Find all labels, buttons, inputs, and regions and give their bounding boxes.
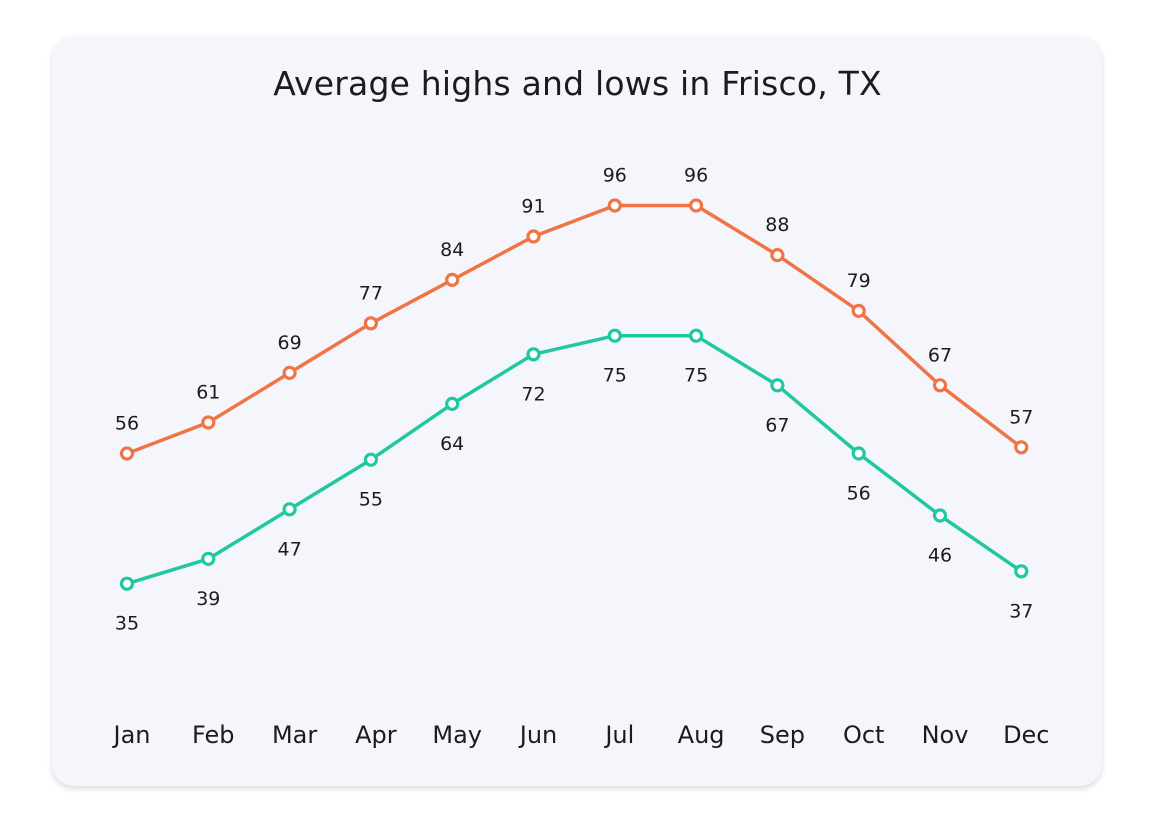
highs-point — [119, 446, 135, 461]
lows-data-label: 64 — [440, 433, 464, 455]
highs-point — [526, 229, 541, 244]
highs-point — [770, 248, 785, 263]
highs-point — [1014, 440, 1029, 455]
highs-data-label: 84 — [440, 239, 464, 261]
lows-data-label: 75 — [684, 365, 708, 387]
lows-point — [770, 378, 785, 393]
highs-data-label: 67 — [928, 344, 952, 366]
lows-point — [932, 508, 948, 523]
highs-point — [201, 415, 216, 430]
highs-series-line — [125, 203, 1024, 456]
highs-point — [851, 303, 866, 318]
lows-point — [688, 328, 704, 343]
highs-point — [932, 378, 948, 393]
lows-data-label: 37 — [1009, 600, 1033, 622]
lows-point — [607, 328, 622, 343]
highs-data-label: 96 — [684, 165, 708, 187]
highs-point — [688, 198, 704, 213]
lows-data-label: 55 — [359, 489, 383, 511]
x-tick-label: Jul — [603, 721, 634, 749]
highs-data-label: 79 — [847, 270, 871, 292]
highs-data-label: 77 — [359, 282, 383, 304]
highs-point — [363, 316, 378, 331]
x-axis: Jan Feb Mar Apr May Jun Jul Aug Sep Oct Nov Dec — [112, 721, 1050, 749]
x-tick-label: Jun — [518, 721, 558, 749]
lows-data-label: 35 — [115, 613, 139, 635]
highs-data-label: 69 — [278, 332, 302, 354]
x-tick-label: Mar — [272, 721, 317, 749]
x-tick-label: Oct — [843, 721, 885, 749]
highs-data-label: 57 — [1009, 406, 1033, 428]
lows-data-label: 56 — [847, 483, 871, 505]
chart-title: Average highs and lows in Frisco, TX — [273, 64, 882, 103]
lows-point — [363, 452, 378, 467]
lows-point — [282, 502, 297, 517]
lows-data-label: 39 — [196, 588, 220, 610]
lows-data-label: 46 — [928, 545, 952, 567]
series-layer — [119, 198, 1029, 591]
x-tick-label: May — [432, 721, 482, 749]
lows-data-label: 72 — [521, 383, 545, 405]
lows-data-label: 47 — [278, 538, 302, 560]
highs-point — [282, 365, 297, 380]
lows-point — [119, 576, 135, 591]
x-tick-label: Apr — [355, 721, 397, 749]
lows-point — [1014, 564, 1029, 579]
lows-point — [201, 551, 216, 567]
highs-point — [445, 272, 460, 287]
x-tick-label: Sep — [760, 721, 805, 749]
highs-data-label: 96 — [603, 165, 627, 187]
x-tick-label: Feb — [192, 721, 235, 749]
lows-data-label: 67 — [765, 414, 789, 436]
lows-point — [526, 347, 541, 362]
highs-point — [607, 198, 622, 213]
lows-point — [851, 446, 866, 461]
x-tick-label: Jan — [112, 721, 151, 749]
lows-series-line — [125, 333, 1024, 586]
lows-data-label: 75 — [603, 365, 627, 387]
x-tick-label: Aug — [678, 721, 725, 749]
highs-data-label: 91 — [521, 196, 545, 218]
x-tick-label: Nov — [922, 721, 969, 749]
label-layer: 56 61 69 77 84 91 96 96 88 79 67 57 35 39 47 55 64 72 75 75… — [115, 165, 1033, 635]
x-tick-label: Dec — [1003, 721, 1049, 749]
highs-data-label: 61 — [196, 382, 220, 404]
lows-point — [445, 396, 460, 411]
highs-data-label: 56 — [115, 413, 139, 435]
highs-data-label: 88 — [765, 214, 789, 236]
